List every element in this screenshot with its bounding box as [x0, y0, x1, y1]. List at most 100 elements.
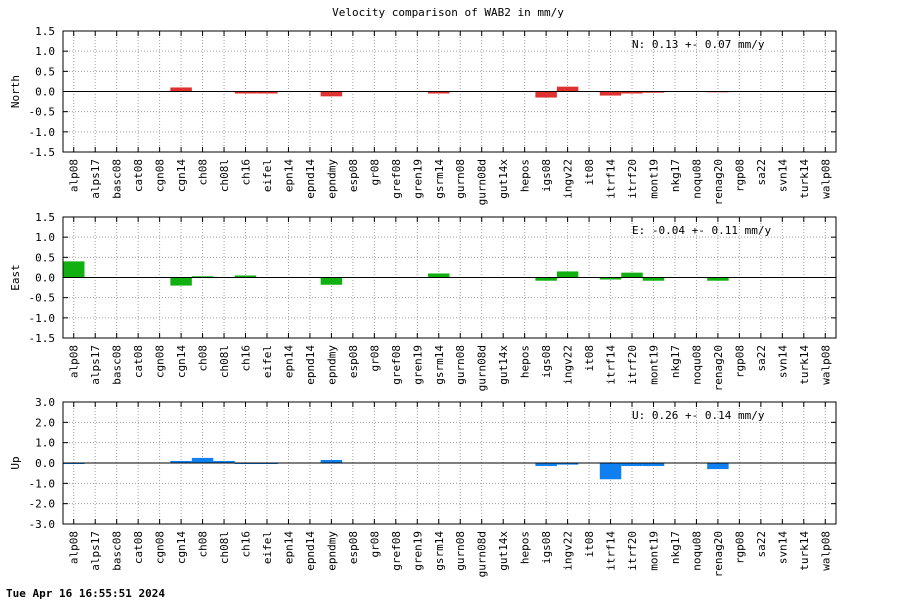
ytick-label: 0.0 [35, 272, 55, 285]
xtick-label: basc08 [111, 345, 124, 385]
xtick-label: turk14 [798, 531, 811, 571]
xtick-label: gr08 [368, 531, 381, 558]
xtick-label: epnd14 [304, 345, 317, 385]
bar [191, 457, 214, 463]
xtick-label: epnd14 [304, 531, 317, 571]
xtick-label: igs08 [540, 531, 553, 564]
xtick-label: eifel [261, 531, 274, 564]
bar [707, 277, 729, 281]
xtick-label: gsrm14 [433, 345, 446, 385]
xtick-label: itrf20 [626, 531, 639, 571]
xtick-label: alp08 [68, 345, 81, 378]
xtick-label: mont19 [647, 345, 660, 385]
bar [234, 275, 257, 278]
xtick-label: renag20 [712, 159, 725, 205]
xtick-label: alp08 [68, 531, 81, 564]
bar [320, 277, 343, 285]
xtick-label: itrf14 [605, 345, 618, 385]
xtick-label: it08 [583, 159, 596, 186]
plot-frame [62, 401, 837, 525]
ytick-label: -1.0 [29, 126, 56, 139]
xtick-label: walp08 [819, 345, 832, 385]
bar [535, 463, 557, 467]
panel-north: -1.5 -1.0 -0.5 0.0 0.5 1.0 1.5 alp08 alps17 basc0… [9, 25, 837, 205]
xtick-label: eifel [261, 345, 274, 378]
xtick-label: gsrm14 [433, 159, 446, 199]
panel-up: -3.0 -2.0 -1.0 0.0 1.0 2.0 3.0 alp08 alps17 basc0… [9, 396, 837, 577]
ytick-label: -3.0 [29, 518, 56, 531]
bar [320, 91, 343, 97]
bar [320, 459, 343, 463]
xtick-label: turk14 [798, 345, 811, 385]
xtick-label: ch08 [197, 345, 210, 372]
xtick-label: gurn08 [454, 159, 467, 199]
ytick-label: 3.0 [35, 396, 55, 409]
xtick-label: svn14 [776, 345, 789, 378]
bar [556, 271, 579, 278]
xtick-label: basc08 [111, 159, 124, 199]
xtick-label: cgn14 [175, 159, 188, 192]
xtick-label: ch08 [197, 531, 210, 558]
ytick-label: -2.0 [29, 498, 56, 511]
xtick-label: mont19 [647, 531, 660, 571]
xtick-label: gurn08d [476, 531, 489, 577]
xtick-label: itrf14 [605, 531, 618, 571]
stat-annotation: U: 0.26 +- 0.14 mm/y [632, 409, 765, 422]
xtick-label: rgp08 [733, 345, 746, 378]
xtick-label: nkg17 [669, 531, 682, 564]
xtick-label: cat08 [132, 531, 145, 564]
xtick-label: rgp08 [733, 159, 746, 192]
xtick-label: cgn08 [154, 159, 167, 192]
ytick-label: 2.0 [35, 416, 55, 429]
panel-east: -1.5 -1.0 -0.5 0.0 0.5 1.0 1.5 alp08 alps17 basc0… [9, 211, 837, 391]
xtick-label: gref08 [390, 531, 403, 571]
xtick-label: esp08 [347, 159, 360, 192]
xtick-label: mont19 [647, 159, 660, 199]
xtick-label: itrf14 [605, 159, 618, 199]
xtick-label: gr08 [368, 159, 381, 186]
xtick-label: gref08 [390, 159, 403, 199]
bar [256, 91, 278, 94]
xtick-label: alp08 [68, 159, 81, 192]
xtick-label: gren19 [411, 345, 424, 385]
timestamp-footer: Tue Apr 16 16:55:51 2024 [6, 587, 165, 600]
xtick-label: hepos [519, 159, 532, 192]
xtick-label: itrf20 [626, 345, 639, 385]
xtick-label: cat08 [132, 345, 145, 378]
ytick-label: 0.0 [35, 86, 55, 99]
y-axis-label: North [9, 75, 22, 108]
xtick-label: walp08 [819, 159, 832, 199]
xtick-label: ch16 [240, 159, 253, 186]
xtick-label: epn14 [282, 345, 295, 378]
bar [707, 463, 729, 470]
bar [642, 463, 665, 467]
bar [621, 91, 643, 94]
bar [599, 91, 622, 96]
plot-frame [62, 216, 837, 339]
xtick-label: esp08 [347, 531, 360, 564]
xtick-label: sa22 [755, 531, 768, 558]
bar [599, 463, 622, 480]
xtick-label: it08 [583, 531, 596, 558]
xtick-label: itrf20 [626, 159, 639, 199]
xtick-label: epndmy [325, 531, 338, 571]
xtick-label: ingv22 [562, 345, 575, 385]
xtick-label: igs08 [540, 345, 553, 378]
xtick-label: ingv22 [562, 159, 575, 199]
xtick-label: gurn08d [476, 345, 489, 391]
bar [428, 91, 450, 94]
xtick-label: ingv22 [562, 531, 575, 571]
xtick-label: ch08l [218, 159, 231, 192]
chart-title: Velocity comparison of WAB2 in mm/y [332, 6, 564, 19]
bar [621, 463, 643, 467]
xtick-label: noqu08 [690, 531, 703, 571]
xtick-label: gurn08 [454, 531, 467, 571]
xtick-label: alps17 [89, 159, 102, 199]
bar [642, 277, 665, 281]
xtick-label: walp08 [819, 531, 832, 571]
stat-annotation: E: -0.04 +- 0.11 mm/y [632, 224, 771, 237]
xtick-label: noqu08 [690, 159, 703, 199]
xtick-label: epndmy [325, 345, 338, 385]
xtick-label: alps17 [89, 345, 102, 385]
xtick-label: sa22 [755, 345, 768, 372]
